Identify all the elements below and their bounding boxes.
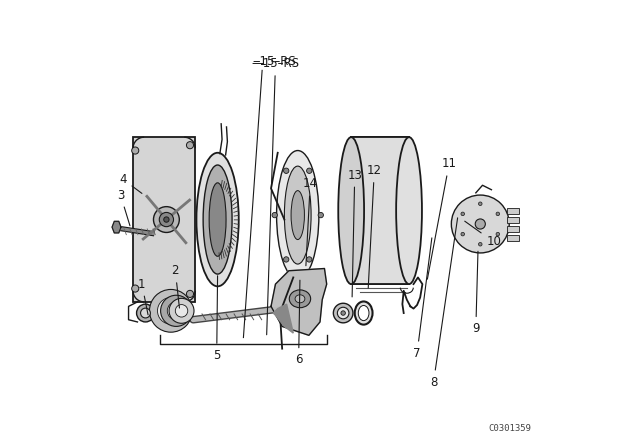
Ellipse shape xyxy=(167,302,185,320)
FancyBboxPatch shape xyxy=(507,217,520,223)
FancyBboxPatch shape xyxy=(507,226,520,232)
Ellipse shape xyxy=(209,183,226,256)
Ellipse shape xyxy=(451,195,509,253)
Text: 9: 9 xyxy=(472,251,479,335)
Ellipse shape xyxy=(169,298,194,323)
Ellipse shape xyxy=(203,165,232,274)
Ellipse shape xyxy=(289,290,310,308)
Text: 7: 7 xyxy=(413,238,432,360)
Ellipse shape xyxy=(161,295,192,327)
Polygon shape xyxy=(112,221,121,233)
Ellipse shape xyxy=(307,257,312,262)
Ellipse shape xyxy=(333,303,353,323)
Ellipse shape xyxy=(396,137,422,284)
Ellipse shape xyxy=(150,289,192,332)
Ellipse shape xyxy=(157,297,184,324)
Ellipse shape xyxy=(337,307,349,319)
Ellipse shape xyxy=(339,137,364,284)
Ellipse shape xyxy=(175,305,188,317)
Text: 12: 12 xyxy=(367,164,382,288)
Polygon shape xyxy=(351,137,409,284)
Ellipse shape xyxy=(461,233,465,236)
Ellipse shape xyxy=(276,151,319,280)
Ellipse shape xyxy=(461,212,465,215)
Ellipse shape xyxy=(164,217,169,222)
Text: —15–RS: —15–RS xyxy=(252,57,300,335)
Polygon shape xyxy=(273,304,293,333)
Polygon shape xyxy=(133,137,195,302)
Ellipse shape xyxy=(136,304,154,322)
Ellipse shape xyxy=(358,306,369,321)
Text: 5: 5 xyxy=(213,276,220,362)
Ellipse shape xyxy=(159,212,173,227)
Ellipse shape xyxy=(186,142,193,149)
Ellipse shape xyxy=(284,257,289,262)
Ellipse shape xyxy=(291,190,305,240)
Ellipse shape xyxy=(295,295,305,303)
Ellipse shape xyxy=(479,202,482,206)
Text: 14: 14 xyxy=(303,177,317,266)
Ellipse shape xyxy=(284,166,311,264)
Ellipse shape xyxy=(132,147,139,154)
Ellipse shape xyxy=(307,168,312,173)
Ellipse shape xyxy=(479,242,482,246)
Ellipse shape xyxy=(196,153,239,286)
Text: 3: 3 xyxy=(117,189,130,226)
Ellipse shape xyxy=(318,212,323,218)
FancyBboxPatch shape xyxy=(507,235,520,241)
Text: 10: 10 xyxy=(465,221,501,248)
Ellipse shape xyxy=(284,168,289,173)
Text: ‒15–RS: ‒15–RS xyxy=(253,55,296,68)
Text: 2: 2 xyxy=(172,264,179,308)
Ellipse shape xyxy=(186,290,193,297)
Ellipse shape xyxy=(272,212,277,218)
Ellipse shape xyxy=(154,207,179,233)
Text: 4: 4 xyxy=(120,173,142,194)
Polygon shape xyxy=(271,268,326,335)
Ellipse shape xyxy=(355,302,372,325)
Text: 6: 6 xyxy=(295,280,302,366)
Ellipse shape xyxy=(496,233,500,236)
Text: C0301359: C0301359 xyxy=(488,424,531,433)
Ellipse shape xyxy=(496,212,500,215)
Ellipse shape xyxy=(476,219,485,229)
Text: 11: 11 xyxy=(428,157,456,279)
Ellipse shape xyxy=(141,308,150,318)
FancyBboxPatch shape xyxy=(507,208,520,214)
Text: 13: 13 xyxy=(348,168,362,297)
Text: 1: 1 xyxy=(138,278,148,315)
Text: 8: 8 xyxy=(430,218,458,388)
Ellipse shape xyxy=(341,311,346,315)
Ellipse shape xyxy=(132,285,139,292)
